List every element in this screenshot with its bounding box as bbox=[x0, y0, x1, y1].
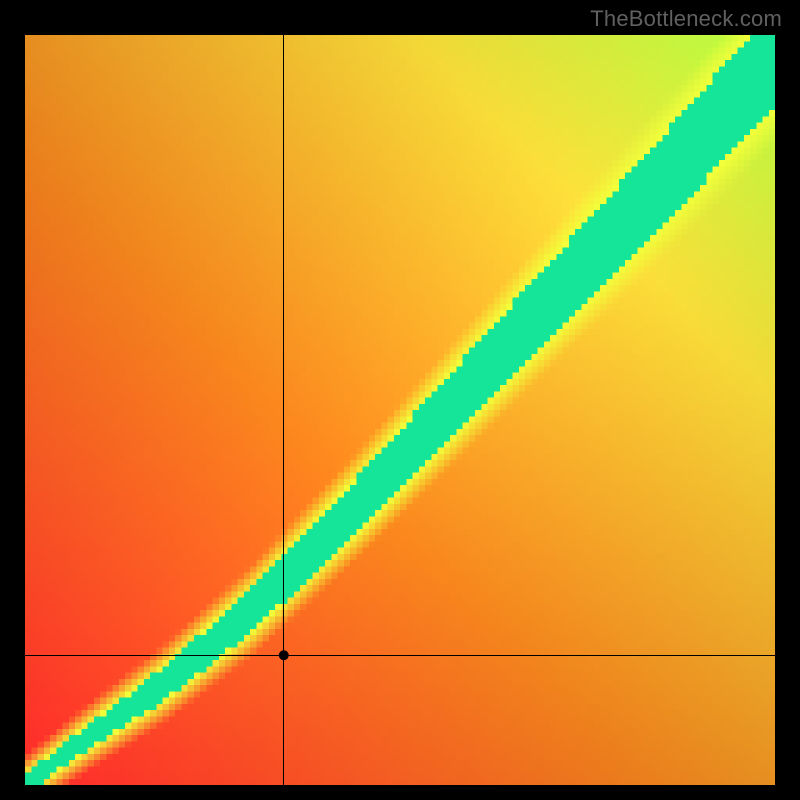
crosshair-horizontal bbox=[25, 655, 775, 656]
crosshair-vertical bbox=[283, 35, 284, 785]
chart-container: TheBottleneck.com bbox=[0, 0, 800, 800]
bottleneck-heatmap bbox=[25, 35, 775, 785]
watermark-text: TheBottleneck.com bbox=[590, 6, 782, 32]
